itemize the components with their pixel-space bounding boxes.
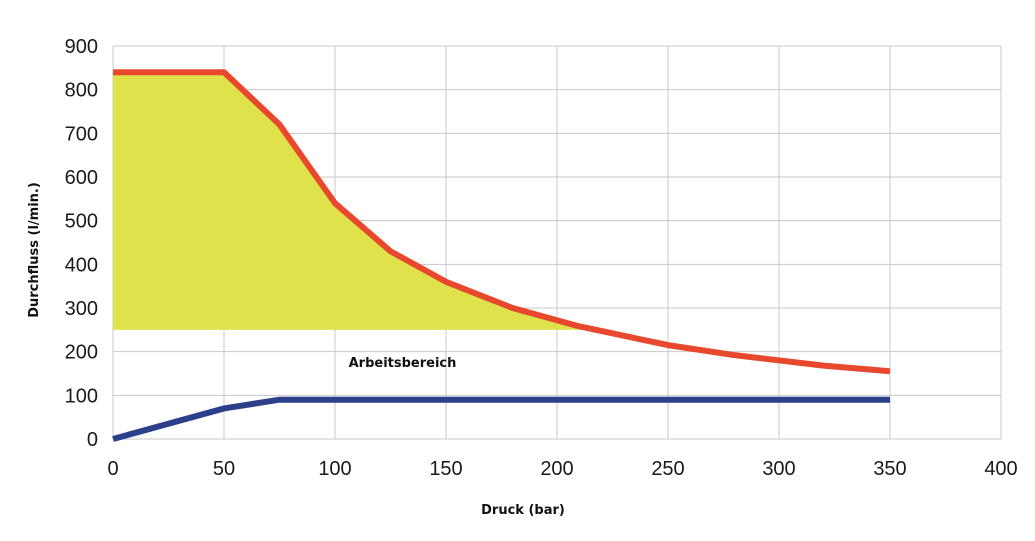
working-area-fill [113, 72, 596, 330]
x-tick-label: 0 [107, 458, 118, 480]
y-axis-label: Durchfluss (l/min.) [27, 182, 42, 318]
x-tick-label: 50 [213, 458, 235, 480]
x-tick-label: 100 [318, 458, 351, 480]
y-axis-ticks: 0 100 200 300 400 500 600 700 800 900 [65, 36, 98, 451]
min-flow-line [112, 396, 890, 442]
y-tick-label: 400 [65, 254, 98, 276]
y-tick-label: 300 [65, 298, 98, 320]
x-tick-label: 300 [762, 458, 795, 480]
max-flow-line [113, 69, 891, 375]
x-axis-label: Druck (bar) [481, 503, 565, 518]
series-layer [112, 69, 891, 442]
y-tick-label: 800 [65, 80, 98, 102]
y-tick-label: 500 [65, 211, 98, 233]
y-tick-label: 600 [65, 167, 98, 189]
x-tick-label: 250 [651, 458, 684, 480]
x-tick-label: 200 [540, 458, 573, 480]
x-tick-label: 400 [984, 458, 1017, 480]
y-tick-label: 0 [87, 429, 98, 451]
x-tick-label: 350 [873, 458, 906, 480]
x-axis-ticks: 0 50 100 150 200 250 300 350 400 [107, 458, 1017, 480]
y-tick-label: 100 [65, 385, 98, 407]
y-tick-label: 900 [65, 36, 98, 58]
y-tick-label: 200 [65, 342, 98, 364]
x-tick-label: 150 [429, 458, 462, 480]
y-tick-label: 700 [65, 123, 98, 145]
annotation-label: Arbeitsbereich [349, 356, 457, 371]
